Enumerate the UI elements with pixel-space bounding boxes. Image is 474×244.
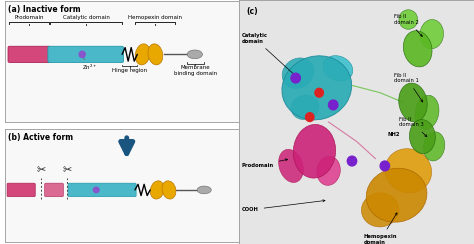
Ellipse shape (423, 132, 445, 161)
Circle shape (315, 88, 323, 97)
Ellipse shape (399, 10, 418, 29)
Ellipse shape (150, 181, 164, 199)
Circle shape (347, 156, 356, 166)
Text: Prodomain: Prodomain (242, 159, 288, 168)
Text: (c): (c) (246, 7, 258, 16)
Ellipse shape (282, 58, 314, 89)
Circle shape (93, 187, 99, 193)
Text: Zn$^{2+}$: Zn$^{2+}$ (82, 58, 97, 71)
Text: Membrane
binding domain: Membrane binding domain (173, 65, 217, 76)
Text: Hinge region: Hinge region (112, 68, 147, 73)
Ellipse shape (410, 120, 435, 154)
Ellipse shape (323, 56, 353, 81)
FancyBboxPatch shape (7, 183, 35, 197)
Ellipse shape (415, 95, 439, 129)
Circle shape (328, 100, 338, 110)
Circle shape (291, 73, 301, 83)
Ellipse shape (279, 149, 303, 183)
Ellipse shape (403, 31, 432, 67)
Text: Catalytic
domain: Catalytic domain (242, 33, 295, 76)
Ellipse shape (148, 44, 163, 65)
Text: ✂: ✂ (36, 165, 46, 175)
FancyBboxPatch shape (68, 183, 136, 197)
FancyBboxPatch shape (48, 46, 123, 62)
Text: NH2: NH2 (387, 132, 400, 137)
Text: (b) Active form: (b) Active form (8, 133, 73, 142)
Ellipse shape (162, 181, 176, 199)
Ellipse shape (385, 149, 432, 193)
Ellipse shape (293, 124, 336, 178)
Ellipse shape (399, 83, 427, 122)
Circle shape (380, 161, 390, 171)
Circle shape (306, 113, 314, 122)
Text: Hemopexin domain: Hemopexin domain (128, 15, 182, 20)
Ellipse shape (282, 56, 352, 120)
Ellipse shape (317, 156, 340, 185)
Ellipse shape (366, 168, 427, 222)
Text: Fib II
domain 1: Fib II domain 1 (394, 73, 423, 102)
Ellipse shape (135, 44, 150, 65)
Text: ✂: ✂ (62, 165, 72, 175)
Text: COOH: COOH (242, 200, 325, 212)
Ellipse shape (197, 186, 211, 194)
Ellipse shape (187, 50, 202, 59)
FancyBboxPatch shape (8, 46, 51, 62)
Text: Fib II
domain 2: Fib II domain 2 (394, 14, 422, 36)
Text: Prodomain: Prodomain (15, 15, 44, 20)
Ellipse shape (291, 95, 319, 120)
Ellipse shape (420, 20, 444, 49)
Ellipse shape (361, 193, 399, 227)
Text: Hemopexin
domain: Hemopexin domain (364, 213, 397, 244)
Text: Fib II
domain 3: Fib II domain 3 (399, 117, 427, 137)
FancyBboxPatch shape (45, 183, 64, 197)
Text: Catalytic domain: Catalytic domain (63, 15, 109, 20)
Circle shape (79, 51, 85, 58)
Text: (a) Inactive form: (a) Inactive form (8, 5, 81, 14)
